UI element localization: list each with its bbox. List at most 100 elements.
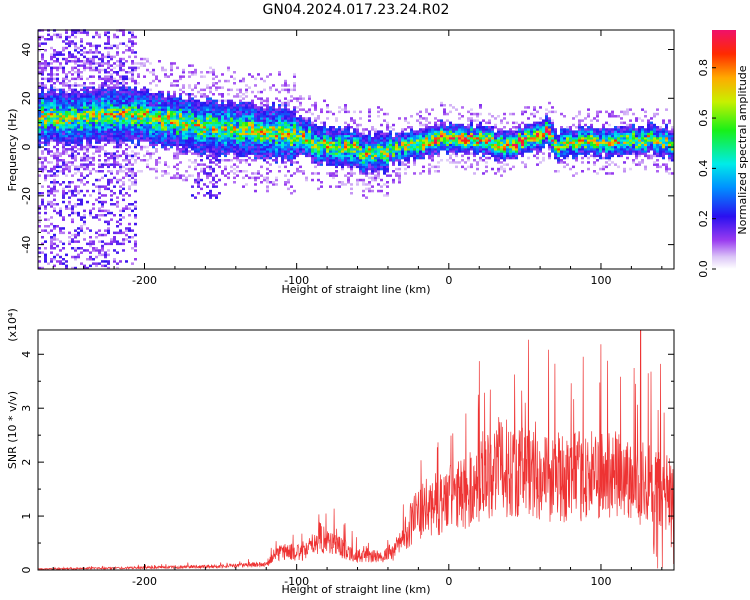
heatmap-cell: [314, 165, 317, 169]
heatmap-cell: [308, 154, 311, 158]
heatmap-cell: [437, 165, 440, 169]
heatmap-cell: [419, 137, 422, 140]
heatmap-cell: [197, 143, 200, 147]
heatmap-cell: [296, 126, 299, 129]
heatmap-cell: [65, 60, 68, 63]
heatmap-cell: [122, 194, 125, 197]
heatmap-cell: [131, 42, 134, 45]
heatmap-cell: [125, 152, 128, 155]
heatmap-cell: [248, 73, 251, 76]
heatmap-cell: [149, 139, 152, 142]
heatmap-cell: [350, 172, 353, 175]
heatmap-cell: [113, 152, 116, 155]
heatmap-cell: [80, 117, 83, 120]
heatmap-cell: [479, 123, 482, 127]
heatmap-cell: [368, 172, 371, 175]
heatmap-cell: [143, 154, 146, 158]
heatmap-cell: [107, 55, 110, 59]
heatmap-cell: [203, 143, 206, 147]
heatmap-cell: [290, 121, 293, 125]
heatmap-cell: [293, 121, 296, 125]
heatmap-cell: [386, 137, 389, 140]
heatmap-cell: [287, 123, 290, 127]
heatmap-cell: [86, 143, 89, 147]
heatmap-cell: [464, 150, 467, 153]
heatmap-cell: [140, 110, 143, 114]
heatmap-cell: [56, 128, 59, 131]
heatmap-cell: [59, 141, 62, 144]
heatmap-cell: [125, 44, 128, 48]
heatmap-cell: [368, 183, 371, 186]
heatmap-cell: [362, 161, 365, 164]
heatmap-cell: [446, 128, 449, 131]
heatmap-cell: [83, 238, 86, 241]
heatmap-cell: [155, 93, 158, 96]
heatmap-cell: [113, 90, 116, 94]
heatmap-cell: [221, 104, 224, 107]
heatmap-cell: [149, 126, 152, 129]
heatmap-cell: [149, 108, 152, 111]
heatmap-cell: [266, 141, 269, 144]
heatmap-cell: [149, 71, 152, 74]
heatmap-cell: [170, 95, 173, 98]
heatmap-cell: [128, 203, 131, 206]
heatmap-cell: [401, 132, 404, 136]
heatmap-cell: [119, 192, 122, 195]
heatmap-cell: [62, 115, 65, 118]
heatmap-cell: [128, 174, 131, 177]
heatmap-cell: [422, 143, 425, 147]
heatmap-cell: [308, 148, 311, 151]
heatmap-cell: [38, 266, 41, 270]
heatmap-cell: [92, 249, 95, 252]
heatmap-cell: [431, 108, 434, 111]
heatmap-cell: [149, 104, 152, 107]
heatmap-cell: [254, 121, 257, 125]
heatmap-cell: [89, 119, 92, 122]
heatmap-cell: [272, 119, 275, 122]
heatmap-cell: [89, 163, 92, 166]
heatmap-cell: [62, 128, 65, 131]
heatmap-cell: [98, 148, 101, 151]
heatmap-cell: [56, 189, 59, 193]
heatmap-cell: [179, 128, 182, 131]
heatmap-cell: [83, 145, 86, 149]
heatmap-cell: [254, 145, 257, 149]
heatmap-cell: [194, 106, 197, 109]
heatmap-cell: [377, 150, 380, 153]
heatmap-cell: [92, 115, 95, 118]
spectrogram-heatmap: [38, 29, 674, 270]
heatmap-cell: [83, 62, 86, 65]
heatmap-cell: [221, 115, 224, 118]
heatmap-cell: [329, 152, 332, 155]
heatmap-cell: [254, 104, 257, 107]
heatmap-cell: [359, 178, 362, 182]
heatmap-cell: [455, 134, 458, 138]
heatmap-cell: [149, 101, 152, 105]
heatmap-cell: [227, 152, 230, 155]
heatmap-cell: [260, 143, 263, 147]
heatmap-cell: [251, 108, 254, 111]
heatmap-cell: [56, 137, 59, 140]
heatmap-cell: [86, 181, 89, 184]
heatmap-cell: [80, 139, 83, 142]
heatmap-cell: [92, 104, 95, 107]
heatmap-cell: [218, 132, 221, 136]
heatmap-cell: [155, 97, 158, 100]
heatmap-cell: [110, 117, 113, 120]
heatmap-cell: [287, 126, 290, 129]
heatmap-cell: [77, 137, 80, 140]
heatmap-cell: [95, 51, 98, 54]
heatmap-cell: [284, 139, 287, 142]
heatmap-cell: [326, 134, 329, 138]
heatmap-cell: [488, 145, 491, 149]
heatmap-cell: [92, 101, 95, 105]
heatmap-cell: [116, 170, 119, 173]
heatmap-cell: [38, 68, 41, 72]
heatmap-cell: [167, 90, 170, 94]
heatmap-cell: [176, 137, 179, 140]
heatmap-cell: [266, 132, 269, 136]
heatmap-cell: [71, 181, 74, 184]
heatmap-cell: [425, 130, 428, 133]
heatmap-cell: [209, 115, 212, 118]
heatmap-cell: [392, 128, 395, 131]
